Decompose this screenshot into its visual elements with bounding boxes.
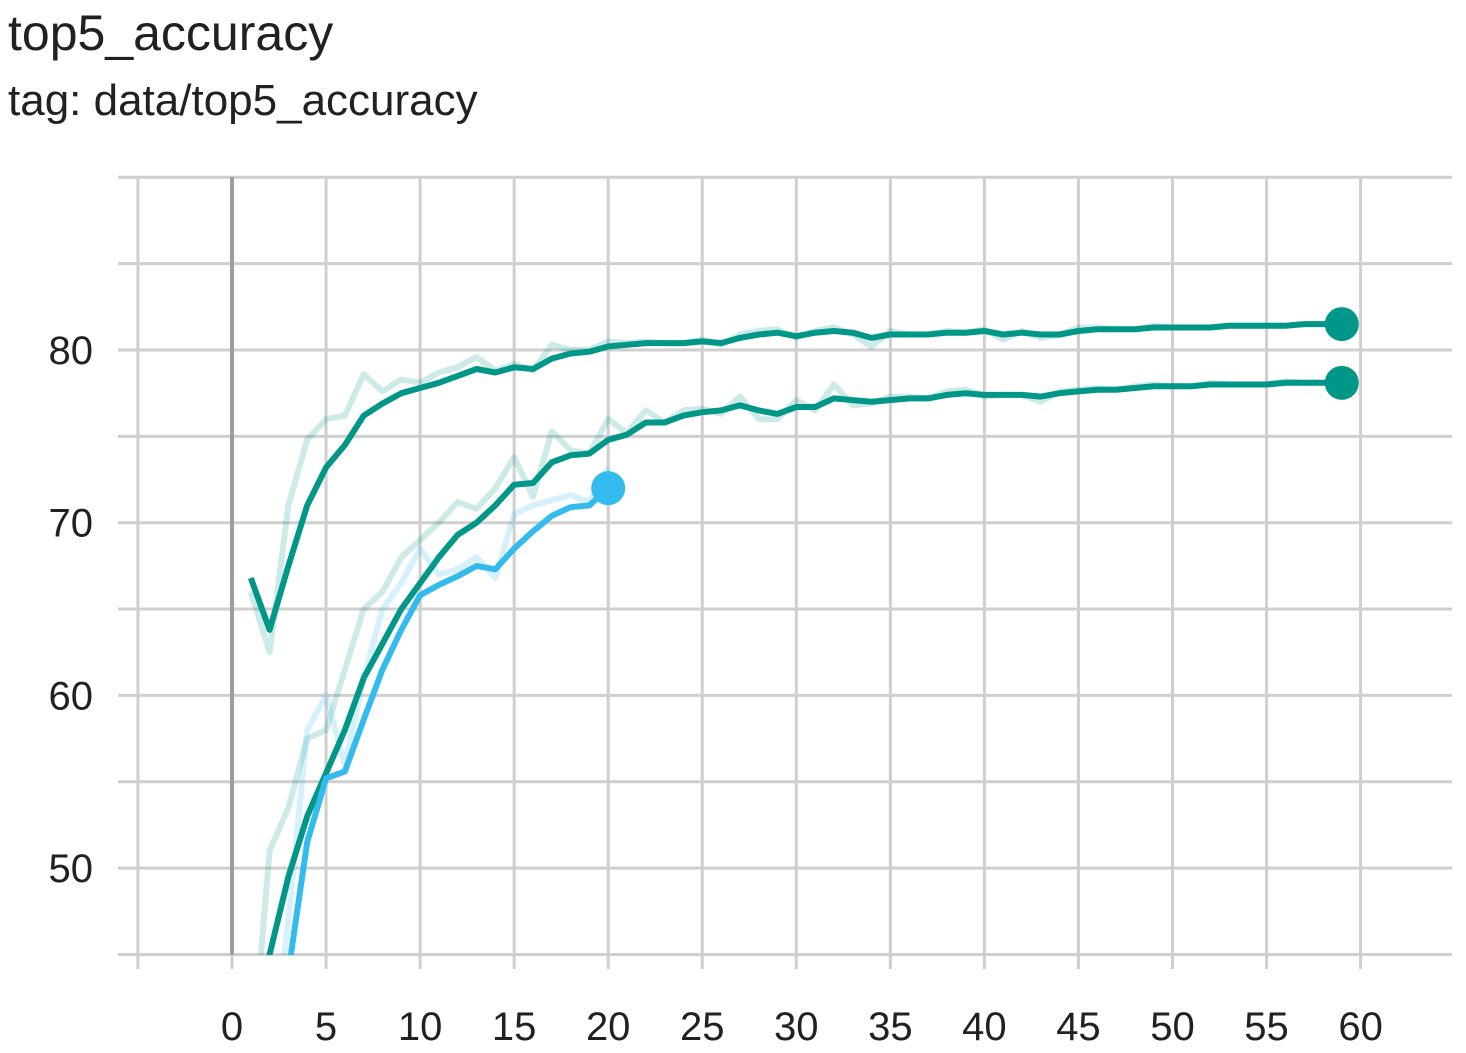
x-tick-label: 20 [586, 1005, 631, 1049]
series-3-end-point [591, 471, 626, 506]
series-2-line [266, 379, 1342, 955]
y-axis-tick-labels: 50 60 70 80 [49, 329, 94, 891]
series-3-raw-line [281, 465, 611, 955]
x-tick-label: 55 [1244, 1005, 1289, 1049]
x-tick-label: 30 [774, 1005, 819, 1049]
x-tick-label: 10 [398, 1005, 443, 1049]
x-tick-label: 50 [1150, 1005, 1195, 1049]
series-2-end-point [1324, 365, 1359, 400]
x-axis-tick-labels: 0 5 10 15 20 25 30 35 40 45 50 55 60 [221, 1005, 1383, 1049]
series-1-end-point [1324, 307, 1359, 342]
series-1-line [247, 321, 1342, 633]
x-tick-label: 0 [221, 1005, 243, 1049]
chart-title: top5_accuracy [8, 5, 334, 61]
grid [118, 175, 1452, 969]
x-tick-label: 60 [1338, 1005, 1383, 1049]
y-tick-label: 70 [49, 502, 94, 546]
series-end-points [591, 307, 1359, 506]
x-tick-label: 35 [868, 1005, 913, 1049]
x-tick-label: 40 [962, 1005, 1007, 1049]
x-tick-label: 5 [315, 1005, 337, 1049]
y-tick-label: 50 [49, 847, 94, 891]
x-tick-label: 25 [680, 1005, 725, 1049]
y-tick-label: 60 [49, 674, 94, 718]
chart-subtitle: tag: data/top5_accuracy [8, 76, 478, 125]
x-tick-label: 15 [492, 1005, 537, 1049]
smoothed-series-lines [247, 321, 1342, 955]
x-tick-label: 45 [1056, 1005, 1101, 1049]
y-tick-label: 80 [49, 329, 94, 373]
series-3-line [287, 485, 611, 955]
